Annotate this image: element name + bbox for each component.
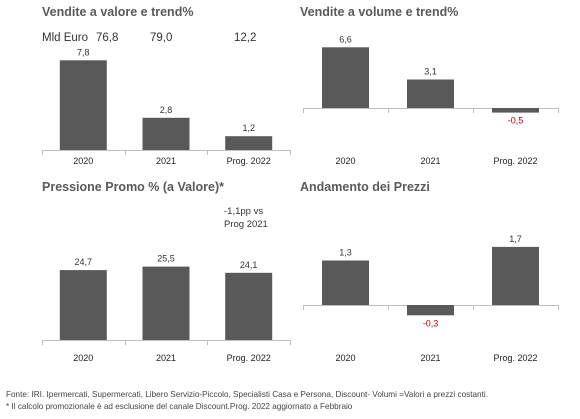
data-label: 1,2 — [242, 123, 255, 133]
bar-2020 — [322, 47, 369, 108]
bar-prog-2022 — [492, 108, 539, 113]
unit-label: Mld Euro — [42, 32, 88, 44]
chart-title: Pressione Promo % (a Valore)* — [42, 180, 224, 194]
annotation-line-2: Prog 2021 — [224, 219, 268, 230]
bar-2020 — [59, 60, 107, 150]
panel-andamento-prezzi: Andamento dei Prezzi 1,3 2020 -0,3 2021 1,7 P… — [300, 180, 559, 363]
panel-vendite-volume: Vendite a volume e trend% 6,6 2020 3,1 2021… — [300, 5, 559, 166]
data-label: 25,5 — [157, 254, 175, 264]
data-label: -0,5 — [508, 116, 524, 126]
data-label: 1,7 — [509, 234, 522, 244]
bars: 24,7 2020 25,5 2021 24,1 Prog. 2022 — [42, 254, 291, 363]
bar-2021 — [407, 305, 454, 316]
chart-title: Andamento dei Prezzi — [300, 180, 430, 194]
bar-2021 — [142, 117, 190, 150]
category-label: 2020 — [73, 353, 93, 363]
data-label: 6,6 — [339, 34, 352, 44]
bar-2021 — [142, 266, 190, 340]
category-label: 2021 — [156, 353, 176, 363]
total-2021: 79,0 — [150, 32, 172, 44]
panel-vendite-valore: Vendite a valore e trend% Mld Euro 76,8 … — [42, 5, 291, 166]
category-label: 2021 — [420, 156, 440, 166]
bar-prog-2022 — [225, 136, 273, 150]
chart-title: Vendite a valore e trend% — [42, 5, 193, 19]
category-label: 2021 — [420, 353, 440, 363]
category-label: Prog. 2022 — [227, 156, 271, 166]
bar-2020 — [59, 270, 107, 340]
annotation-line-1: -1,1pp vs — [224, 206, 263, 217]
data-label: 3,1 — [424, 67, 437, 77]
footer-source: Fonte: IRI. Ipermercati, Supermercati, L… — [6, 390, 488, 399]
bars: 6,6 2020 3,1 2021 -0,5 Prog. 2022 — [303, 34, 559, 166]
category-label: 2020 — [335, 353, 355, 363]
category-label: 2020 — [335, 156, 355, 166]
data-label: 1,3 — [339, 248, 352, 258]
bar-2021 — [407, 79, 454, 108]
category-label: 2021 — [156, 156, 176, 166]
total-2020: 76,8 — [96, 32, 118, 44]
footer-note: * Il calcolo promozionale è ad esclusion… — [6, 402, 353, 411]
chart-title: Vendite a volume e trend% — [300, 5, 458, 19]
category-label: Prog. 2022 — [493, 353, 537, 363]
category-label: Prog. 2022 — [493, 156, 537, 166]
data-label: -0,3 — [423, 318, 439, 328]
data-label: 24,1 — [240, 260, 258, 270]
bars: 1,3 2020 -0,3 2021 1,7 Prog. 2022 — [303, 234, 559, 363]
bars: 7,8 2020 2,8 2021 1,2 Prog. 2022 — [42, 47, 291, 166]
total-prog-2022: 12,2 — [234, 32, 256, 44]
bar-prog-2022 — [492, 246, 539, 305]
bar-2020 — [322, 260, 369, 305]
bar-prog-2022 — [225, 272, 273, 340]
data-label: 2,8 — [160, 105, 173, 115]
panel-pressione-promo: Pressione Promo % (a Valore)* -1,1pp vs … — [42, 180, 291, 363]
category-label: Prog. 2022 — [227, 353, 271, 363]
data-label: 7,8 — [77, 47, 90, 57]
data-label: 24,7 — [75, 257, 93, 267]
category-label: 2020 — [73, 156, 93, 166]
